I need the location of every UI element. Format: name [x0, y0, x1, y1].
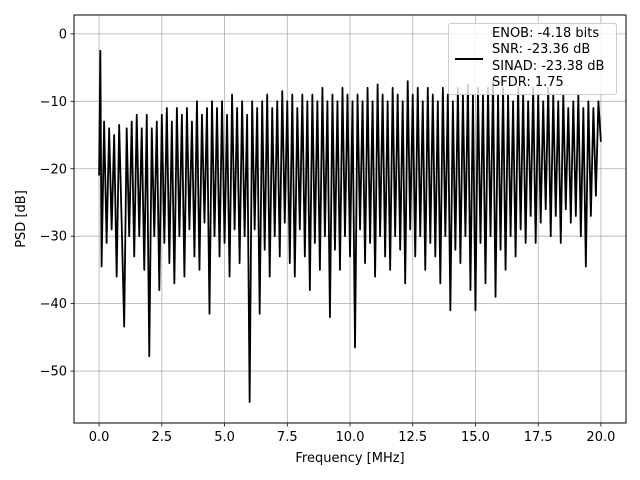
x-tick-label: 0.0	[89, 430, 110, 445]
y-tick-label: −10	[40, 95, 67, 110]
legend: ENOB: -4.18 bits SNR: -23.36 dB SINAD: -…	[448, 23, 617, 95]
legend-swatch	[455, 58, 483, 60]
y-axis-label: PSD [dB]	[14, 190, 29, 248]
x-tick-label: 5.0	[214, 430, 235, 445]
y-tick-label: 0	[59, 27, 67, 42]
y-tick-label: −20	[40, 162, 67, 177]
plot-area	[98, 49, 602, 403]
x-tick-label: 17.5	[524, 430, 553, 445]
y-tick-label: −50	[40, 365, 67, 380]
y-tick-label: −40	[40, 297, 67, 312]
x-tick-label: 2.5	[151, 430, 172, 445]
x-tick-label: 7.5	[277, 430, 298, 445]
x-tick-label: 12.5	[398, 430, 427, 445]
x-tick-label: 20.0	[586, 430, 615, 445]
x-tick-label: 10.0	[336, 430, 365, 445]
ticks: 0.0 2.5 5.0 7.5 10.0 12.5 15.0 17.5 20.0 −50 −40 −3…	[40, 27, 616, 445]
series-line	[98, 49, 602, 403]
x-axis-label: Frequency [MHz]	[295, 451, 404, 466]
x-tick-label: 15.0	[461, 430, 490, 445]
y-tick-label: −30	[40, 230, 67, 245]
legend-label: ENOB: -4.18 bits SNR: -23.36 dB SINAD: -…	[492, 26, 605, 90]
